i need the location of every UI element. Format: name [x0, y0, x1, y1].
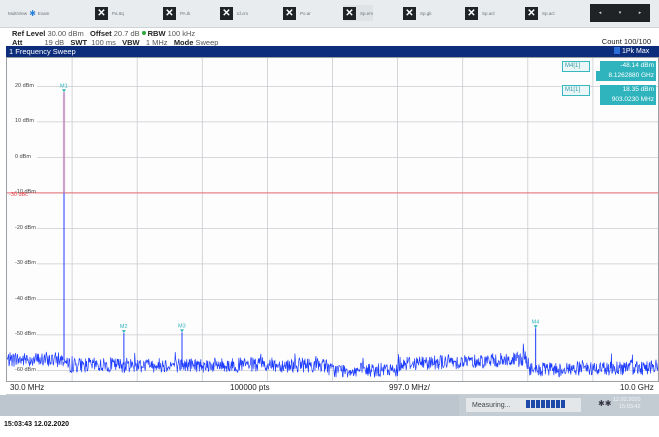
marker-m4-frequency: 8.1262880 GHz	[596, 71, 656, 81]
peak-highlight	[62, 92, 66, 193]
trace-noise-floor	[7, 343, 658, 378]
marker-triangle	[179, 329, 184, 333]
arrow-down-icon[interactable]: ▾	[618, 10, 622, 16]
measuring-indicator: Measuring...	[466, 398, 581, 412]
softkey-6[interactable]: ✕ Sp.em	[343, 5, 374, 21]
multiview-tab[interactable]: MultiView ✱ Exam	[8, 8, 50, 18]
y-tick-label: -30 dBm	[15, 260, 36, 267]
threshold-label: -30 dBc	[9, 191, 28, 198]
spectrum-plot[interactable]: M1 M2 M3 M4 20 dBm 10 dBm 0 dBm -10 dBm -20 dBm…	[6, 57, 659, 382]
y-tick-label: -10 dBm	[15, 189, 36, 196]
spectrum-chart: M1 M2 M3 M4	[7, 58, 658, 381]
screenshot-timestamp: 15:03:43 12.02.2020	[4, 421, 69, 428]
close-icon[interactable]: ✕	[465, 6, 478, 20]
marker-plot-label: M3	[178, 323, 186, 329]
nav-buttons: ◂ ▾ ▸	[590, 4, 650, 22]
y-tick-label: -40 dBm	[15, 295, 36, 302]
settings-row-2: Att 19 dB SWT 100 ms VBW 1 MHz Mode Swee…	[12, 38, 219, 47]
softkey-8[interactable]: ✕ Sp.acl	[465, 5, 495, 21]
x-axis-row	[6, 382, 659, 395]
marker-plot-label: M1	[60, 83, 68, 89]
y-tick-label: -60 dBm	[15, 366, 36, 373]
window-header[interactable]	[6, 46, 659, 57]
close-icon[interactable]: ✕	[403, 6, 416, 20]
close-icon[interactable]: ✕	[95, 6, 108, 20]
close-icon[interactable]: ✕	[220, 6, 233, 20]
x-start-label: 30.0 MHz	[10, 383, 45, 392]
softkey-bar: MultiView ✱ Exam ✕ Pa.Itq ✕ PA.Ik ✕ Id.c…	[0, 0, 659, 28]
gear-icon: ✱	[29, 8, 36, 18]
marker-triangle	[533, 325, 538, 329]
sweep-count: Count 100/100	[601, 37, 651, 46]
network-icon: ✱✱	[598, 399, 612, 408]
settings-row-1: Ref Level 30.00 dBm Offset 20.7 dB RBW 10…	[12, 29, 196, 38]
close-icon[interactable]: ✕	[283, 6, 296, 20]
close-icon[interactable]: ✕	[163, 6, 176, 20]
y-tick-label: -50 dBm	[15, 331, 36, 338]
y-tick-label: 10 dBm	[15, 118, 34, 125]
points-label: 100000 pts	[230, 383, 270, 392]
softkey-7[interactable]: ✕ Sp.gk	[403, 5, 432, 21]
trace-color-icon	[614, 46, 620, 54]
close-icon[interactable]: ✕	[343, 6, 356, 20]
marker-m1-frequency: 903.0230 MHz	[600, 95, 656, 105]
marker-plot-label: M2	[120, 324, 128, 330]
trace-indicator: 1Pk Max	[614, 46, 649, 55]
softkey-4[interactable]: ✕ Id.cm	[220, 5, 248, 21]
y-tick-label: 0 dBm	[15, 153, 31, 160]
marker-m1-level: 18.35 dBm	[600, 85, 656, 95]
y-tick-label: -20 dBm	[15, 224, 36, 231]
softkey-3[interactable]: ✕ PA.Ik	[163, 5, 190, 21]
close-icon[interactable]: ✕	[525, 6, 538, 20]
x-division-label: 997.0 MHz/	[389, 383, 430, 392]
system-clock: 12.02.2020 15:03:42	[613, 397, 641, 410]
progress-bar	[525, 400, 565, 410]
marker-plot-label: M4	[532, 319, 540, 325]
softkey-2[interactable]: ✕ Pa.Itq	[95, 5, 124, 21]
y-tick-label: 20 dBm	[15, 82, 34, 89]
softkey-9[interactable]: ✕ Sp.acl	[525, 5, 555, 21]
marker-m1-label: M1[1]	[562, 85, 590, 96]
status-message-area	[0, 395, 459, 416]
marker-m4-label: M4[1]	[562, 61, 590, 72]
status-dot-icon	[141, 31, 146, 35]
window-title: 1 Frequency Sweep	[9, 46, 76, 56]
arrow-left-icon[interactable]: ◂	[598, 10, 602, 16]
marker-triangle	[62, 89, 67, 93]
x-stop-label: 10.0 GHz	[620, 383, 654, 392]
softkey-5[interactable]: ✕ Po.ar	[283, 5, 311, 21]
marker-m4-level: -48.14 dBm	[600, 61, 656, 71]
arrow-right-icon[interactable]: ▸	[638, 10, 642, 16]
marker-triangle	[121, 330, 126, 334]
